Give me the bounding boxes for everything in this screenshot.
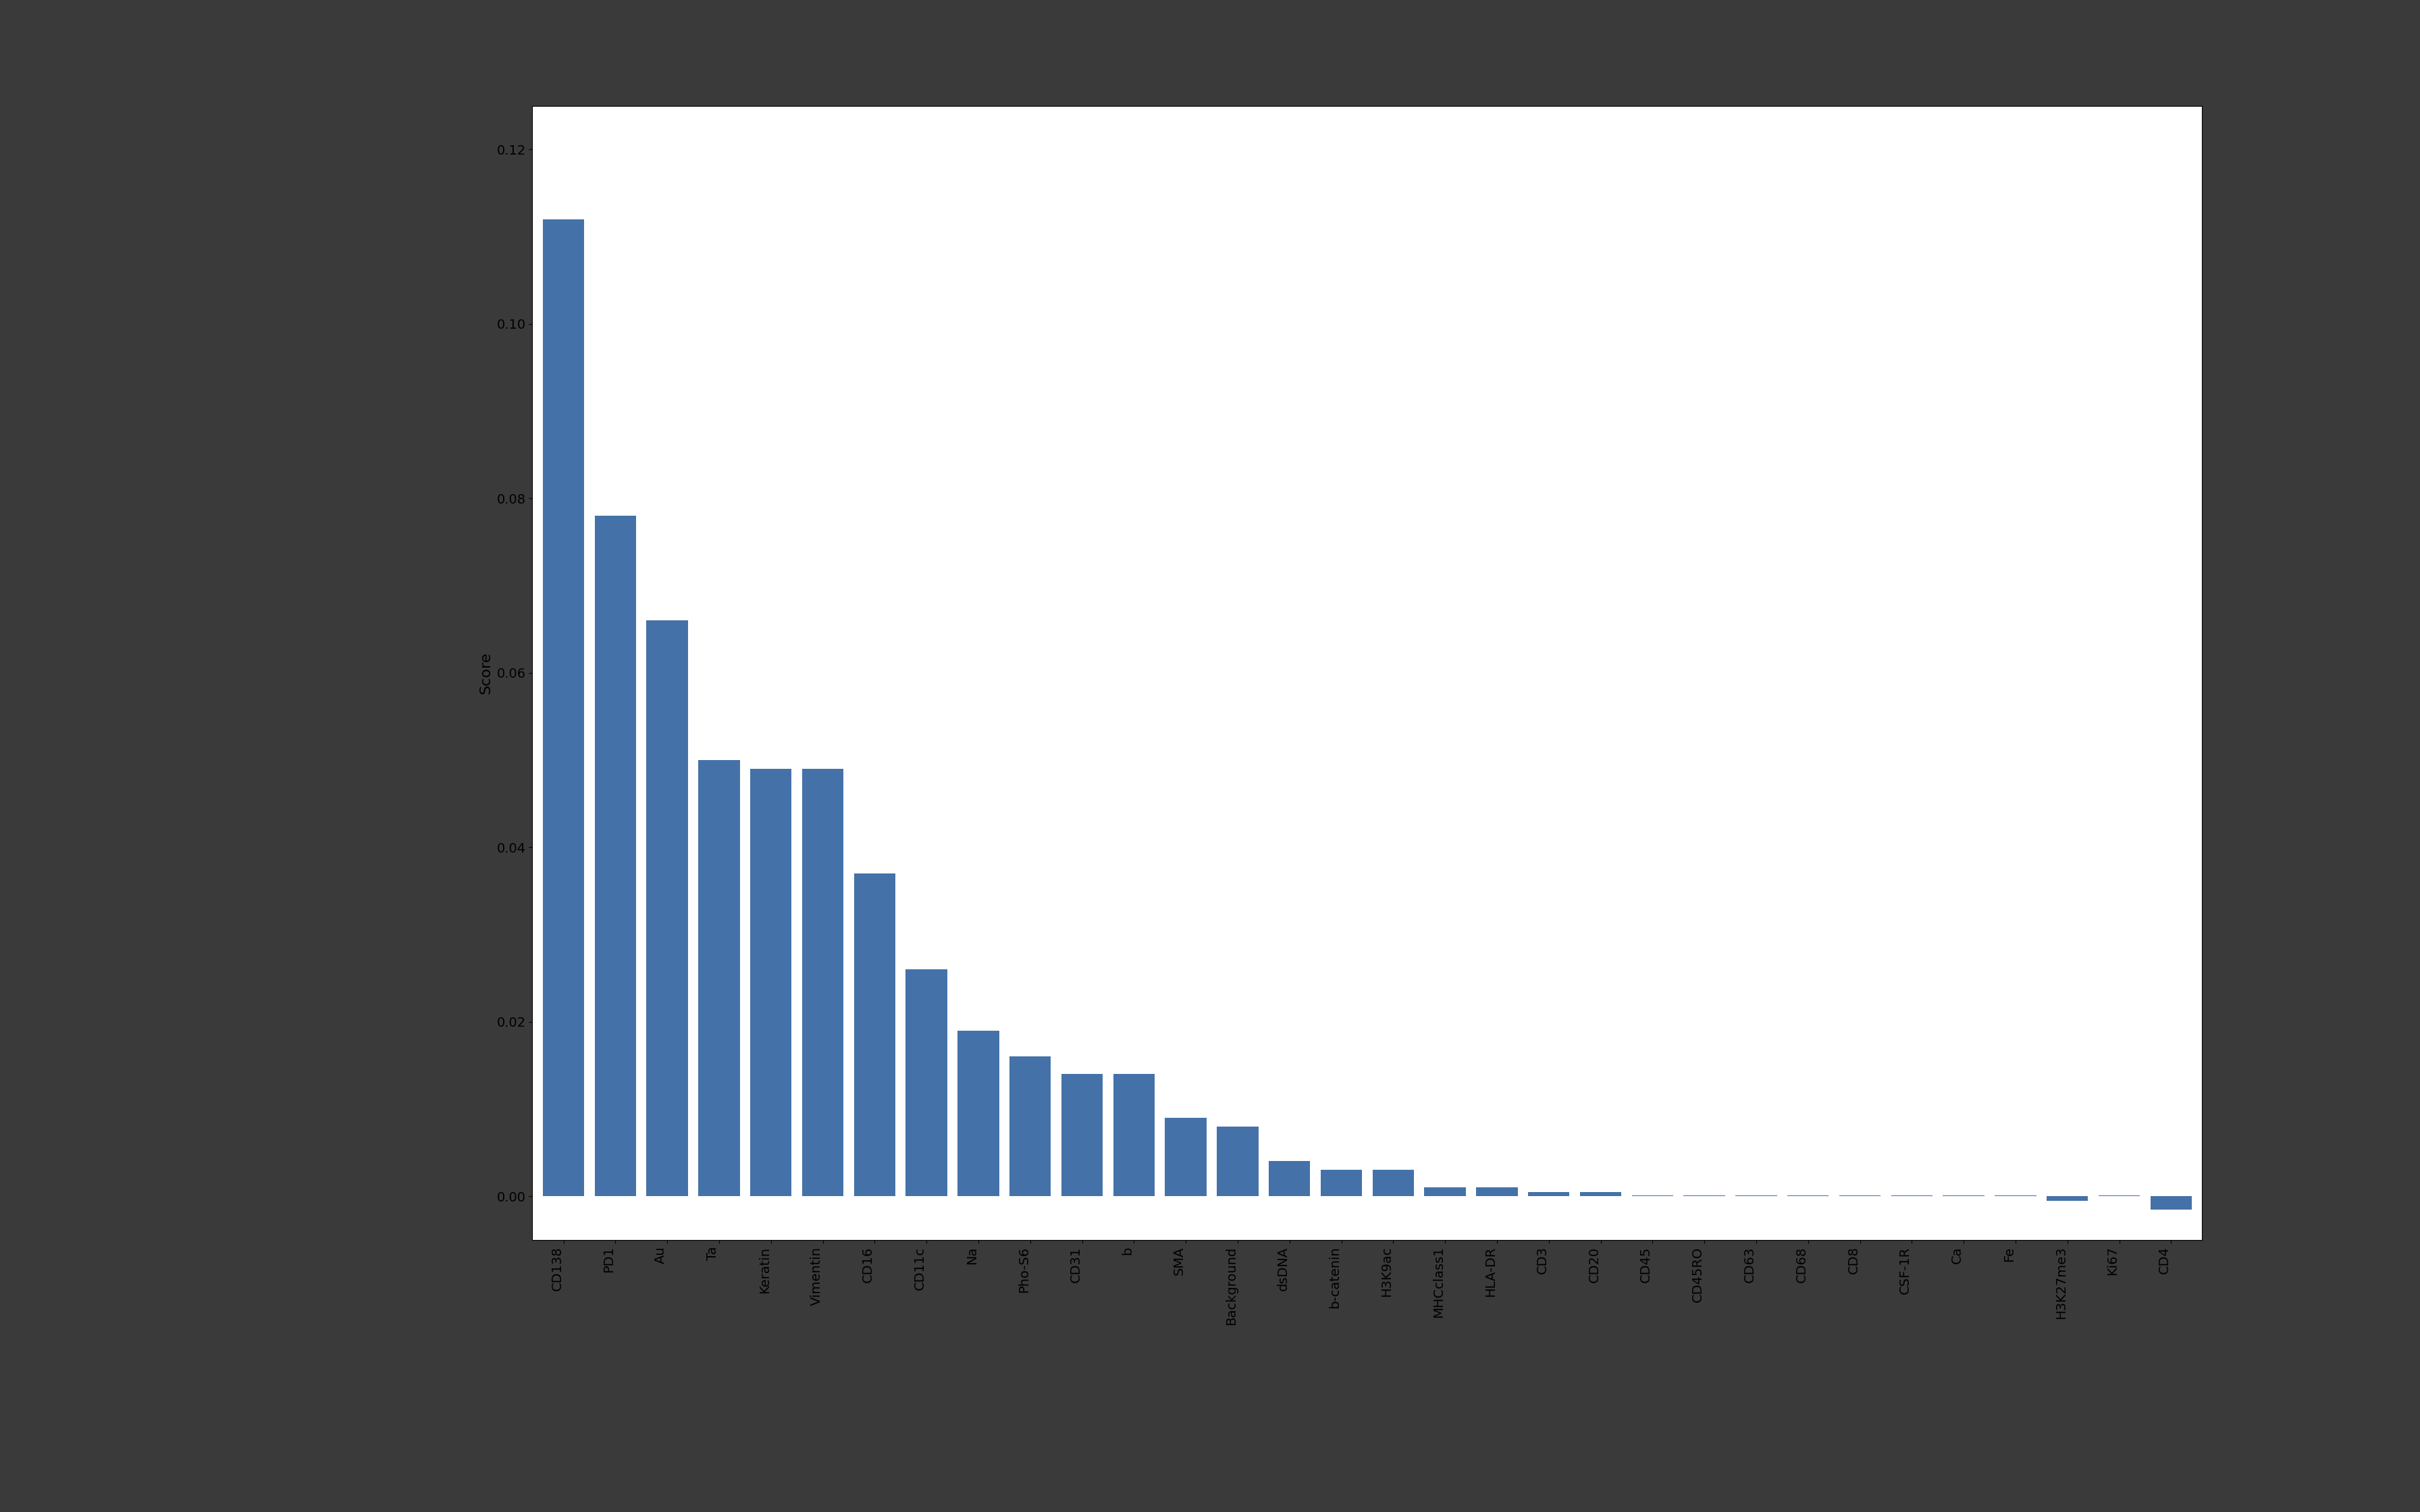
Bar <box>750 768 791 1196</box>
Bar <box>1425 1187 1467 1196</box>
Bar <box>699 761 741 1196</box>
Bar <box>1062 1074 1104 1196</box>
Bar <box>1268 1161 1309 1196</box>
Bar <box>1321 1170 1362 1196</box>
Y-axis label: Score: Score <box>479 652 494 694</box>
Bar <box>2047 1196 2088 1201</box>
Bar <box>958 1031 999 1196</box>
Bar <box>801 768 845 1196</box>
Bar <box>1217 1126 1258 1196</box>
Bar <box>854 874 895 1196</box>
Bar <box>905 969 946 1196</box>
Bar <box>1113 1074 1154 1196</box>
Bar <box>2151 1196 2193 1210</box>
Bar <box>1476 1187 1517 1196</box>
Bar <box>1527 1191 1571 1196</box>
Bar <box>1372 1170 1413 1196</box>
Bar <box>1009 1057 1050 1196</box>
Bar <box>1164 1117 1208 1196</box>
Bar <box>646 620 687 1196</box>
Bar <box>595 516 636 1196</box>
Bar <box>542 219 583 1196</box>
Bar <box>1580 1191 1621 1196</box>
